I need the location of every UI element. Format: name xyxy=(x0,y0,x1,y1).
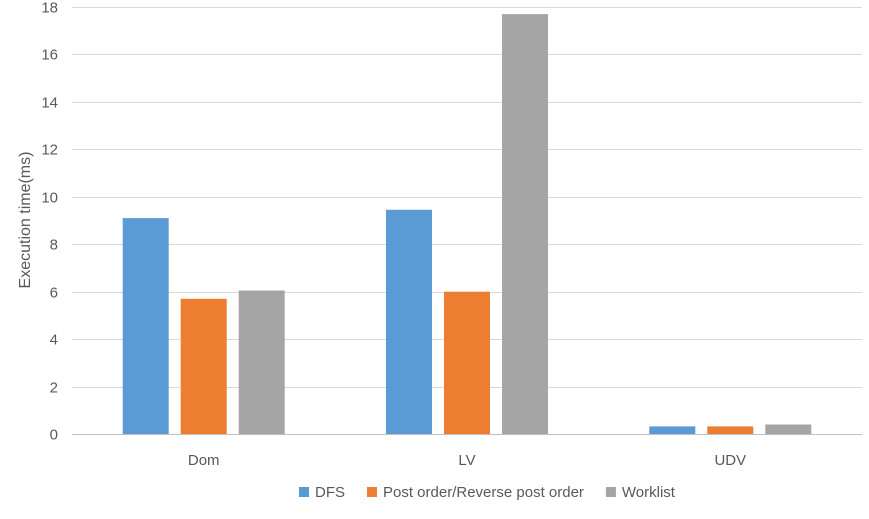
legend-label: Worklist xyxy=(622,484,676,501)
y-tick-label: 2 xyxy=(50,380,58,397)
y-axis-ticks: 0 2 4 6 8 10 12 14 16 18 xyxy=(41,0,58,444)
bar-dfs-udv xyxy=(649,426,696,434)
y-tick-label: 14 xyxy=(41,95,58,112)
legend-swatch xyxy=(605,487,616,497)
y-tick-label: 10 xyxy=(41,190,58,207)
x-tick-label: LV xyxy=(458,452,475,469)
bar-worklist-dom xyxy=(238,290,285,434)
legend-swatch xyxy=(299,487,309,497)
bars xyxy=(122,14,812,434)
y-tick-label: 12 xyxy=(41,142,58,159)
bar-post-order-reverse-post-order-lv xyxy=(444,291,490,434)
bar-post-order-reverse-post-order-udv xyxy=(707,426,754,434)
bar-worklist-udv xyxy=(765,424,812,434)
y-tick-label: 6 xyxy=(50,285,58,302)
y-tick-label: 18 xyxy=(41,0,58,17)
x-tick-label: Dom xyxy=(188,452,220,469)
bar-post-order-reverse-post-order-dom xyxy=(180,298,227,434)
legend: DFS Post order/Reverse post order Worklist xyxy=(299,484,676,501)
bar-dfs-lv xyxy=(386,209,432,434)
y-tick-label: 0 xyxy=(50,427,58,444)
y-tick-label: 8 xyxy=(50,237,58,254)
y-tick-label: 16 xyxy=(41,47,58,64)
bar-worklist-lv xyxy=(502,14,548,434)
legend-label: Post order/Reverse post order xyxy=(383,484,584,501)
legend-item-worklist: Worklist xyxy=(605,484,676,501)
y-axis-title: Execution time(ms) xyxy=(17,152,34,289)
legend-label: DFS xyxy=(315,484,345,501)
y-tick-label: 4 xyxy=(50,332,58,349)
x-axis-ticks: Dom LV UDV xyxy=(188,452,746,469)
x-tick-label: UDV xyxy=(714,452,746,469)
legend-item-post-order-reverse-post-order: Post order/Reverse post order xyxy=(367,484,584,501)
legend-swatch xyxy=(367,487,377,497)
legend-item-dfs: DFS xyxy=(299,484,345,501)
bar-dfs-dom xyxy=(122,218,169,434)
